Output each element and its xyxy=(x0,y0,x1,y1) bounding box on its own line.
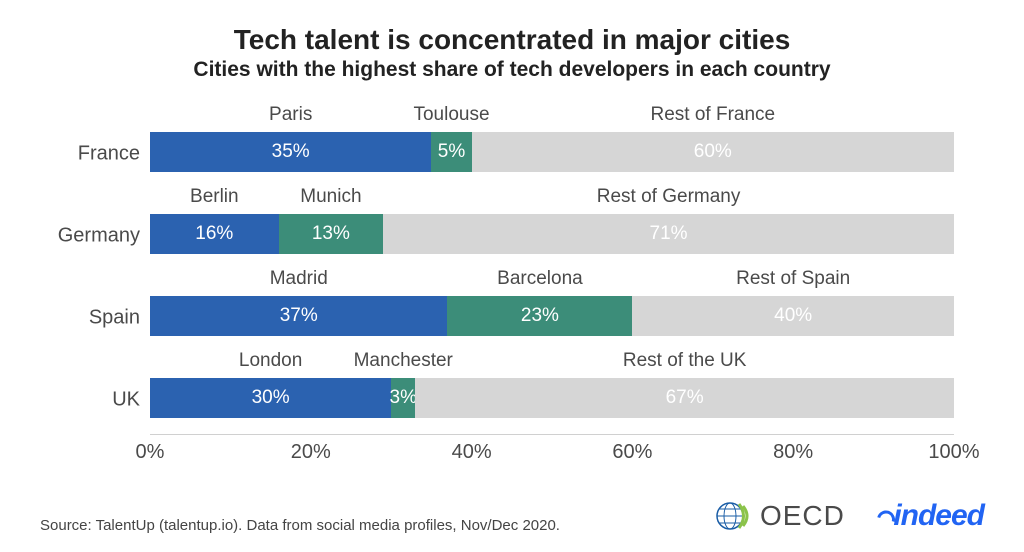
segment-top-label: Rest of the UK xyxy=(623,350,747,372)
chart-row: FranceParisToulouseRest of France35%5%60… xyxy=(150,104,954,186)
country-label: UK xyxy=(40,389,140,412)
x-tick: 40% xyxy=(452,441,492,464)
chart-row: UKLondonManchesterRest of the UK30%3%67% xyxy=(150,350,954,432)
segment-top-label: Madrid xyxy=(270,268,328,290)
bar-segment: 67% xyxy=(415,378,954,418)
segment-top-label: Rest of Germany xyxy=(597,186,741,208)
oecd-logo: OECD xyxy=(716,498,845,534)
x-tick: 80% xyxy=(773,441,813,464)
segment-top-label: Rest of Spain xyxy=(736,268,850,290)
segment-top-label: Berlin xyxy=(190,186,239,208)
chart-row: GermanyBerlinMunichRest of Germany16%13%… xyxy=(150,186,954,268)
country-label: Spain xyxy=(40,307,140,330)
oecd-text: OECD xyxy=(760,500,845,532)
x-tick: 60% xyxy=(612,441,652,464)
chart-row: SpainMadridBarcelonaRest of Spain37%23%4… xyxy=(150,268,954,350)
segment-top-label: Barcelona xyxy=(497,268,583,290)
x-tick: 20% xyxy=(291,441,331,464)
segment-labels: Paris Toulouse Rest of France xyxy=(150,104,954,132)
country-label: France xyxy=(40,143,140,166)
bar: 35%5%60% xyxy=(150,132,954,172)
indeed-logo: indeed xyxy=(875,499,984,533)
source-text: Source: TalentUp (talentup.io). Data fro… xyxy=(40,517,560,534)
bar-segment: 60% xyxy=(472,132,954,172)
segment-top-label: London xyxy=(239,350,302,372)
bar-segment: 3% xyxy=(391,378,415,418)
x-tick: 0% xyxy=(136,441,165,464)
country-label: Germany xyxy=(40,225,140,248)
bar-segment: 71% xyxy=(383,214,954,254)
segment-labels: London Manchester Rest of the UK xyxy=(150,350,954,378)
bar: 37%23%40% xyxy=(150,296,954,336)
bar-segment: 5% xyxy=(431,132,471,172)
bar-segment: 40% xyxy=(632,296,954,336)
bar-segment: 16% xyxy=(150,214,279,254)
indeed-text: indeed xyxy=(893,499,984,532)
bar-segment: 13% xyxy=(279,214,384,254)
segment-top-label: Munich xyxy=(300,186,361,208)
bar-segment: 37% xyxy=(150,296,447,336)
chart-subtitle: Cities with the highest share of tech de… xyxy=(40,58,984,82)
logos: OECD indeed xyxy=(716,498,984,534)
segment-labels: Berlin Munich Rest of Germany xyxy=(150,186,954,214)
bar-segment: 35% xyxy=(150,132,431,172)
chart-area: FranceParisToulouseRest of France35%5%60… xyxy=(150,104,954,434)
segment-top-label: Paris xyxy=(269,104,312,126)
bar-segment: 30% xyxy=(150,378,391,418)
segment-labels: Madrid Barcelona Rest of Spain xyxy=(150,268,954,296)
bar-segment: 23% xyxy=(447,296,632,336)
oecd-globe-icon xyxy=(716,498,752,534)
bar: 16%13%71% xyxy=(150,214,954,254)
x-tick: 100% xyxy=(928,441,979,464)
bar: 30%3%67% xyxy=(150,378,954,418)
segment-top-label: Toulouse xyxy=(413,104,489,126)
chart-title: Tech talent is concentrated in major cit… xyxy=(40,24,984,56)
footer: Source: TalentUp (talentup.io). Data fro… xyxy=(40,498,984,534)
segment-top-label: Rest of France xyxy=(650,104,775,126)
segment-top-label: Manchester xyxy=(354,350,453,372)
x-axis: 0%20%40%60%80%100% xyxy=(150,434,954,470)
